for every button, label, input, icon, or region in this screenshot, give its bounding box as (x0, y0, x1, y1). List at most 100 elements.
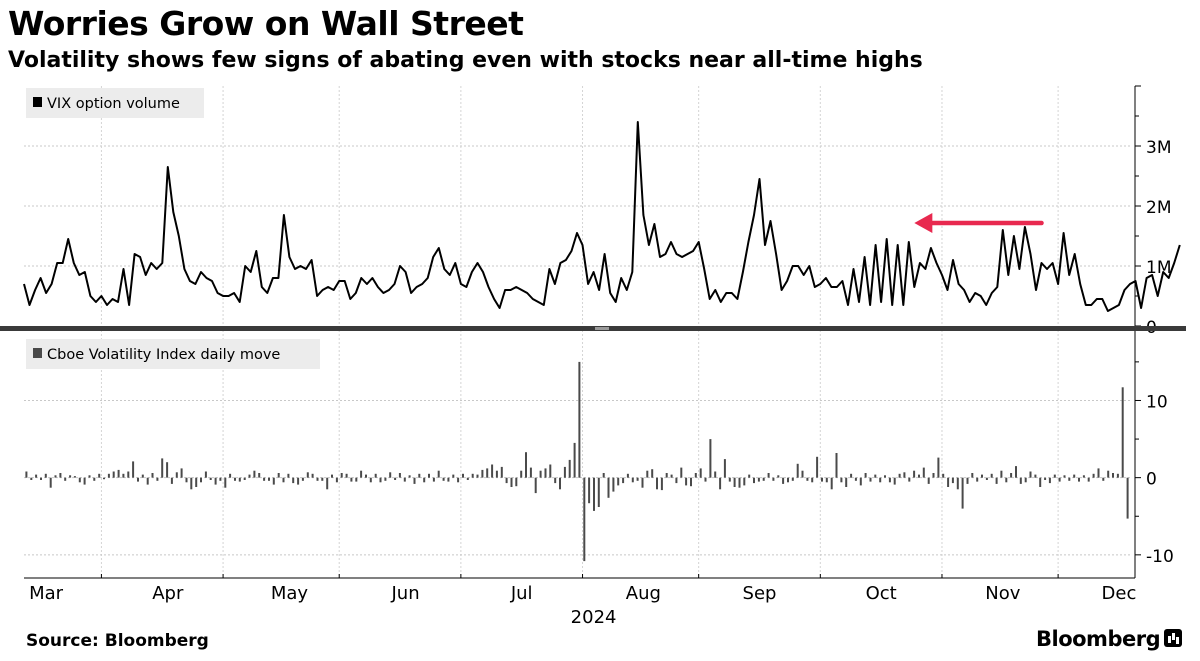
daily-move-bar (559, 477, 561, 490)
vix-daily-move-series (25, 361, 1129, 562)
daily-move-bar (103, 477, 105, 480)
daily-move-bar (175, 472, 178, 478)
daily-move-bar (578, 361, 581, 478)
daily-move-bar (583, 477, 586, 562)
daily-move-bar (384, 477, 387, 481)
bottom-legend: Cboe Volatility Index daily move (26, 339, 320, 369)
legend-box (26, 339, 320, 369)
daily-move-bar (268, 477, 270, 481)
daily-move-bar (685, 477, 688, 486)
daily-move-bar (728, 477, 731, 482)
daily-move-bar (287, 473, 290, 478)
daily-move-bar (510, 477, 513, 487)
daily-move-bar (1068, 477, 1071, 481)
daily-move-bar (947, 477, 950, 487)
daily-move-bar (568, 459, 571, 478)
daily-move-bar (243, 477, 246, 480)
daily-move-bar (520, 470, 523, 478)
daily-move-bar (54, 475, 57, 478)
daily-move-bar (976, 477, 979, 482)
daily-move-bar (971, 473, 974, 478)
daily-move-bar (612, 477, 615, 492)
daily-move-bar (413, 477, 416, 484)
daily-move-bar (981, 474, 983, 478)
daily-move-bar (753, 477, 755, 484)
top-legend: VIX option volume (26, 88, 204, 118)
daily-move-bar (563, 466, 566, 478)
daily-move-bar (272, 477, 275, 485)
vix-volume-line (23, 121, 1181, 312)
daily-move-bar (811, 477, 814, 483)
daily-move-bar (859, 477, 862, 486)
legend-swatch (33, 97, 42, 107)
daily-move-bar (204, 471, 207, 478)
daily-move-bar (476, 474, 479, 478)
vix-volume-series (23, 121, 1181, 312)
daily-move-bar (432, 477, 435, 482)
daily-move-bar (767, 473, 770, 478)
daily-move-bar (631, 477, 634, 483)
daily-move-bar (656, 477, 658, 490)
daily-move-bar (918, 474, 920, 478)
bloomberg-terminal-icon (1164, 629, 1183, 647)
chart-title: Worries Grow on Wall Street (8, 4, 524, 43)
daily-move-bar (806, 477, 809, 481)
bottom-y-axis: -10 0 10 (1134, 331, 1174, 578)
daily-move-bar (428, 473, 430, 478)
daily-move-bar (544, 468, 547, 478)
daily-move-bar (602, 473, 605, 478)
daily-move-bar (1063, 475, 1066, 478)
legend-label-vix-daily-move: Cboe Volatility Index daily move (47, 347, 280, 363)
daily-move-bar (1082, 475, 1085, 478)
daily-move-bar (151, 473, 154, 478)
daily-move-bar (801, 470, 804, 478)
x-tick-label: Jul (510, 583, 533, 604)
x-tick-label: Jun (391, 583, 420, 604)
daily-move-bar (437, 470, 440, 478)
daily-move-bar (529, 467, 532, 478)
daily-move-bar (185, 477, 188, 483)
daily-move-bar (166, 462, 169, 478)
brand-logo: Bloomberg (1036, 627, 1183, 651)
daily-move-bar (64, 477, 67, 481)
daily-move-bar (180, 468, 183, 478)
daily-move-bar (772, 477, 775, 481)
daily-move-bar (112, 471, 115, 478)
daily-move-bar (40, 477, 42, 480)
daily-move-bar (534, 477, 537, 494)
daily-move-bar (107, 473, 110, 478)
daily-move-bar (170, 477, 173, 484)
daily-move-bar (209, 477, 212, 480)
daily-move-bar (704, 477, 707, 482)
vix-daily-move-panel: -10 0 10 Cboe Volatility Index daily move (24, 331, 1174, 578)
daily-move-bar (1078, 477, 1080, 482)
daily-move-bar (277, 473, 280, 478)
daily-move-bar (146, 477, 149, 485)
legend-label-vix-option-volume: VIX option volume (47, 96, 180, 112)
daily-move-bar (1121, 387, 1124, 478)
daily-move-bar (1044, 477, 1047, 480)
daily-move-bar (597, 477, 600, 507)
daily-move-bar (253, 470, 256, 478)
daily-move-bar (748, 474, 751, 478)
daily-move-bar (25, 471, 28, 478)
daily-move-bar (369, 477, 372, 483)
daily-move-bar (340, 473, 343, 478)
daily-move-bar (821, 477, 823, 482)
daily-move-bar (200, 477, 202, 483)
daily-move-bar (219, 477, 222, 481)
daily-move-bar (743, 477, 746, 486)
bottom-gridlines (24, 399, 1130, 556)
chart-subtitle: Volatility shows few signs of abating ev… (8, 48, 923, 73)
arrow-annotation (914, 213, 1044, 233)
daily-move-bar (481, 469, 484, 478)
daily-move-bar (961, 477, 964, 509)
daily-move-bar (1019, 477, 1022, 484)
daily-move-bar (515, 477, 518, 487)
daily-move-bar (1034, 474, 1037, 478)
daily-move-bar (641, 477, 644, 488)
daily-move-bar (418, 473, 421, 478)
x-axis: Mar Apr May Jun Jul Aug Sep Oct Nov Dec 2024 (24, 574, 1136, 628)
daily-move-bar (573, 442, 576, 478)
daily-move-bar (694, 473, 697, 478)
